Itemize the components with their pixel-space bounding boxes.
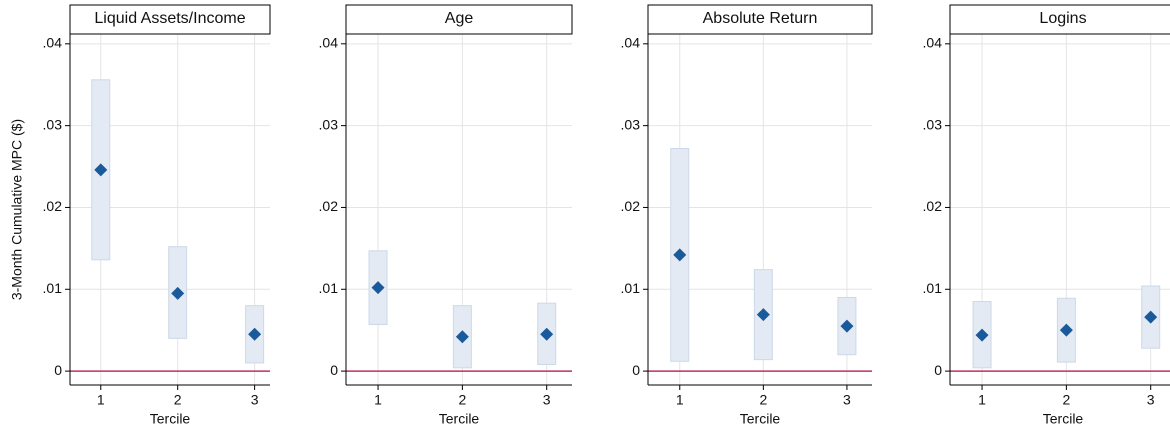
x-tick-label: 3: [1147, 392, 1155, 408]
x-tick-label: 3: [543, 392, 551, 408]
panel-title: Age: [445, 10, 474, 27]
y-tick-label: 0: [54, 362, 62, 378]
x-tick-label: 2: [1062, 392, 1070, 408]
point: [455, 330, 469, 344]
panel-title: Liquid Assets/Income: [94, 10, 245, 27]
y-tick-label: .03: [923, 116, 943, 132]
y-tick-label: .02: [43, 198, 63, 214]
y-tick-label: .04: [923, 35, 943, 51]
point: [975, 328, 989, 342]
panel-title: Absolute Return: [703, 10, 818, 27]
title-box: [69, 4, 271, 35]
y-tick-label: .02: [621, 198, 641, 214]
point: [94, 163, 108, 177]
x-tick-label: 3: [251, 392, 259, 408]
y-tick-label: .02: [923, 198, 943, 214]
x-tick-label: 1: [978, 392, 986, 408]
panel-title: Logins: [1039, 10, 1086, 27]
point: [248, 327, 262, 341]
point: [171, 286, 185, 300]
point: [840, 319, 854, 333]
point: [673, 248, 687, 262]
x-tick-label: 1: [97, 392, 105, 408]
x-axis-label: Tercile: [740, 411, 781, 427]
y-tick-label: .02: [319, 198, 339, 214]
title-box: [647, 4, 873, 35]
y-tick-label: .03: [43, 116, 63, 132]
y-tick-label: .04: [319, 35, 339, 51]
x-tick-label: 2: [174, 392, 182, 408]
x-axis-label: Tercile: [150, 411, 191, 427]
x-axis-label: Tercile: [1043, 411, 1084, 427]
y-tick-label: .04: [43, 35, 63, 51]
y-tick-label: 0: [330, 362, 338, 378]
x-tick-label: 2: [759, 392, 767, 408]
y-tick-label: 0: [632, 362, 640, 378]
x-tick-label: 1: [676, 392, 684, 408]
title-box: [345, 4, 573, 35]
y-tick-label: 0: [934, 362, 942, 378]
y-tick-label: .01: [923, 280, 943, 296]
y-tick-label: .03: [621, 116, 641, 132]
y-tick-label: .03: [319, 116, 339, 132]
y-tick-label: .01: [43, 280, 63, 296]
x-tick-label: 1: [374, 392, 382, 408]
y-tick-label: .04: [621, 35, 641, 51]
point: [1144, 310, 1158, 324]
x-tick-label: 2: [458, 392, 466, 408]
y-tick-label: .01: [621, 280, 641, 296]
title-box: [949, 4, 1170, 35]
y-axis-label: 3-Month Cumulative MPC ($): [9, 119, 25, 300]
x-axis-label: Tercile: [439, 411, 480, 427]
point: [540, 327, 554, 341]
point: [1059, 323, 1073, 337]
point: [371, 281, 385, 295]
x-tick-label: 3: [843, 392, 851, 408]
point: [756, 308, 770, 322]
y-tick-label: .01: [319, 280, 339, 296]
